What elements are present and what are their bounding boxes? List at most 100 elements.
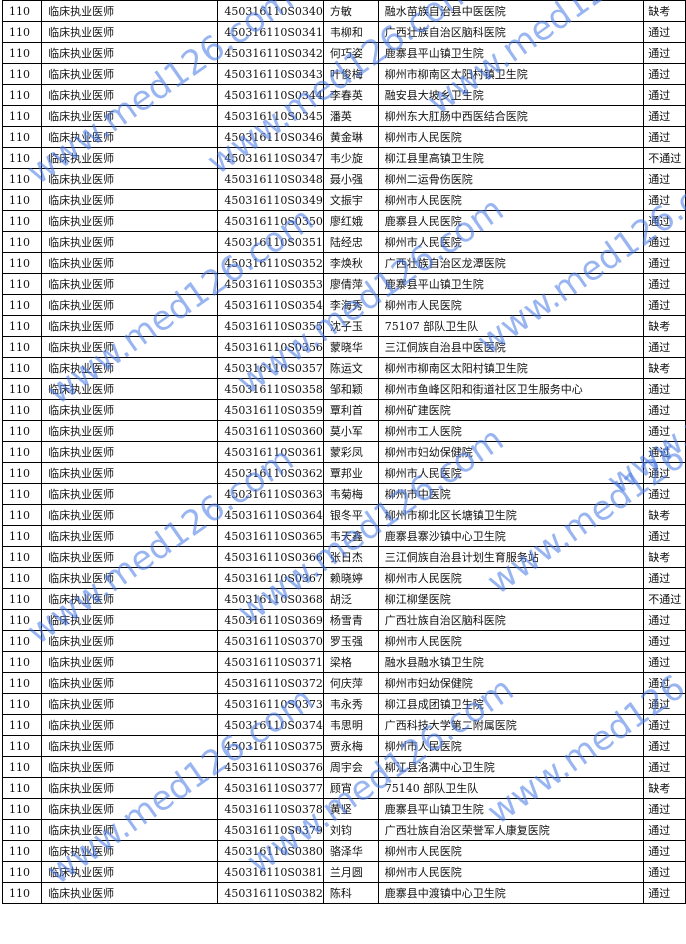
results-table: 110 临床执业医师 450316110S0340 方敏 融水苗族自治县中医医院 缺考 11… bbox=[1, 0, 686, 904]
id-cell: 450316110S0352 bbox=[217, 252, 324, 274]
result-cell: 通过 bbox=[643, 294, 686, 316]
name-cell: 韦永秀 bbox=[322, 693, 379, 715]
table-row: 110 临床执业医师 450316110S0347 韦少旋 柳江县里高镇卫生院 不通过 bbox=[1, 147, 686, 169]
table-row: 110 临床执业医师 450316110S0360 莫小军 柳州市工人医院 通过 bbox=[1, 420, 686, 442]
code-cell: 110 bbox=[1, 273, 43, 295]
name-cell: 邹和颖 bbox=[322, 378, 379, 400]
institution-cell: 广西壮族自治区脑科医院 bbox=[377, 609, 645, 631]
institution-cell: 柳州市人民医院 bbox=[377, 126, 645, 148]
name-cell: 覃利首 bbox=[322, 399, 379, 421]
category-cell: 临床执业医师 bbox=[41, 483, 219, 505]
table-row: 110 临床执业医师 450316110S0368 胡泛 柳江柳堡医院 不通过 bbox=[1, 588, 686, 610]
category-cell: 临床执业医师 bbox=[41, 21, 219, 43]
category-cell: 临床执业医师 bbox=[41, 399, 219, 421]
table-row: 110 临床执业医师 450316110S0373 韦永秀 柳江县成团镇卫生院 通过 bbox=[1, 693, 686, 715]
id-cell: 450316110S0367 bbox=[217, 567, 324, 589]
table-row: 110 临床执业医师 450316110S0341 韦柳和 广西壮族自治区脑科医院 通过 bbox=[1, 21, 686, 43]
id-cell: 450316110S0372 bbox=[217, 672, 324, 694]
table-row: 110 临床执业医师 450316110S0362 覃邦业 柳州市人民医院 通过 bbox=[1, 462, 686, 484]
id-cell: 450316110S0345 bbox=[217, 105, 324, 127]
result-cell: 通过 bbox=[643, 567, 686, 589]
code-cell: 110 bbox=[1, 357, 43, 379]
id-cell: 450316110S0382 bbox=[217, 882, 324, 904]
table-row: 110 临床执业医师 450316110S0369 杨雪青 广西壮族自治区脑科医院 通过 bbox=[1, 609, 686, 631]
institution-cell: 柳州市妇幼保健院 bbox=[377, 672, 645, 694]
result-cell: 缺考 bbox=[643, 504, 686, 526]
institution-cell: 柳江县成团镇卫生院 bbox=[377, 693, 645, 715]
institution-cell: 柳州市鱼峰区阳和街道社区卫生服务中心 bbox=[377, 378, 645, 400]
code-cell: 110 bbox=[1, 0, 43, 22]
result-cell: 通过 bbox=[643, 441, 686, 463]
id-cell: 450316110S0359 bbox=[217, 399, 324, 421]
institution-cell: 柳州市人民医院 bbox=[377, 630, 645, 652]
name-cell: 韦少旋 bbox=[322, 147, 379, 169]
institution-cell: 柳州市柳北区长塘镇卫生院 bbox=[377, 504, 645, 526]
id-cell: 450316110S0358 bbox=[217, 378, 324, 400]
name-cell: 韦思明 bbox=[322, 714, 379, 736]
category-cell: 临床执业医师 bbox=[41, 819, 219, 841]
id-cell: 450316110S0380 bbox=[217, 840, 324, 862]
code-cell: 110 bbox=[1, 588, 43, 610]
name-cell: 陈科 bbox=[322, 882, 379, 904]
category-cell: 临床执业医师 bbox=[41, 882, 219, 904]
name-cell: 兰月圆 bbox=[322, 861, 379, 883]
id-cell: 450316110S0371 bbox=[217, 651, 324, 673]
code-cell: 110 bbox=[1, 84, 43, 106]
name-cell: 赖晓婷 bbox=[322, 567, 379, 589]
institution-cell: 柳州市人民医院 bbox=[377, 189, 645, 211]
table-row: 110 临床执业医师 450316110S0354 李海秀 柳州市人民医院 通过 bbox=[1, 294, 686, 316]
id-cell: 450316110S0368 bbox=[217, 588, 324, 610]
table-row: 110 临床执业医师 450316110S0376 周宇会 柳江县洛满中心卫生院 通过 bbox=[1, 756, 686, 778]
table-row: 110 临床执业医师 450316110S0382 陈科 鹿寨县中渡镇中心卫生院 通过 bbox=[1, 882, 686, 904]
result-cell: 通过 bbox=[643, 336, 686, 358]
table-row: 110 临床执业医师 450316110S0361 蒙彩凤 柳州市妇幼保健院 通过 bbox=[1, 441, 686, 463]
table-row: 110 临床执业医师 450316110S0358 邹和颖 柳州市鱼峰区阳和街道社区卫生… bbox=[1, 378, 686, 400]
name-cell: 韦天鑫 bbox=[322, 525, 379, 547]
name-cell: 何庆萍 bbox=[322, 672, 379, 694]
code-cell: 110 bbox=[1, 756, 43, 778]
result-cell: 通过 bbox=[643, 819, 686, 841]
institution-cell: 柳州市人民医院 bbox=[377, 294, 645, 316]
id-cell: 450316110S0373 bbox=[217, 693, 324, 715]
result-cell: 通过 bbox=[643, 609, 686, 631]
name-cell: 何巧姿 bbox=[322, 42, 379, 64]
category-cell: 临床执业医师 bbox=[41, 588, 219, 610]
name-cell: 李焕秋 bbox=[322, 252, 379, 274]
id-cell: 450316110S0347 bbox=[217, 147, 324, 169]
institution-cell: 柳州市妇幼保健院 bbox=[377, 441, 645, 463]
result-cell: 通过 bbox=[643, 63, 686, 85]
name-cell: 黄坚 bbox=[322, 798, 379, 820]
name-cell: 黄金琳 bbox=[322, 126, 379, 148]
code-cell: 110 bbox=[1, 42, 43, 64]
code-cell: 110 bbox=[1, 252, 43, 274]
code-cell: 110 bbox=[1, 819, 43, 841]
category-cell: 临床执业医师 bbox=[41, 147, 219, 169]
name-cell: 梁格 bbox=[322, 651, 379, 673]
name-cell: 廖倩萍 bbox=[322, 273, 379, 295]
result-cell: 通过 bbox=[643, 756, 686, 778]
table-row: 110 临床执业医师 450316110S0356 蒙晓华 三江侗族自治县中医医院 通过 bbox=[1, 336, 686, 358]
id-cell: 450316110S0377 bbox=[217, 777, 324, 799]
result-cell: 通过 bbox=[643, 798, 686, 820]
code-cell: 110 bbox=[1, 525, 43, 547]
table-row: 110 临床执业医师 450316110S0378 黄坚 鹿寨县平山镇卫生院 通过 bbox=[1, 798, 686, 820]
table-row: 110 临床执业医师 450316110S0359 覃利首 柳州矿建医院 通过 bbox=[1, 399, 686, 421]
category-cell: 临床执业医师 bbox=[41, 0, 219, 22]
id-cell: 450316110S0351 bbox=[217, 231, 324, 253]
institution-cell: 柳州市人民医院 bbox=[377, 840, 645, 862]
result-cell: 通过 bbox=[643, 126, 686, 148]
category-cell: 临床执业医师 bbox=[41, 798, 219, 820]
name-cell: 蒙晓华 bbox=[322, 336, 379, 358]
id-cell: 450316110S0356 bbox=[217, 336, 324, 358]
institution-cell: 柳江柳堡医院 bbox=[377, 588, 645, 610]
result-cell: 通过 bbox=[643, 714, 686, 736]
name-cell: 蒙彩凤 bbox=[322, 441, 379, 463]
table-row: 110 临床执业医师 450316110S0352 李焕秋 广西壮族自治区龙潭医院 通过 bbox=[1, 252, 686, 274]
result-cell: 通过 bbox=[643, 168, 686, 190]
code-cell: 110 bbox=[1, 567, 43, 589]
institution-cell: 鹿寨县平山镇卫生院 bbox=[377, 798, 645, 820]
category-cell: 临床执业医师 bbox=[41, 357, 219, 379]
category-cell: 临床执业医师 bbox=[41, 525, 219, 547]
result-cell: 通过 bbox=[643, 252, 686, 274]
name-cell: 顾宵 bbox=[322, 777, 379, 799]
